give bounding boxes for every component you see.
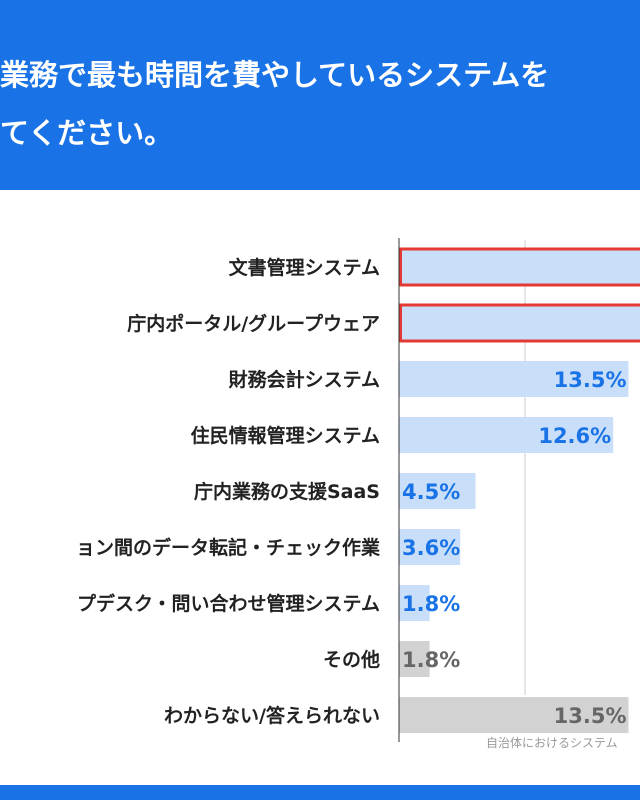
category-label-3: 住民情報管理システム [191, 424, 380, 447]
bar-3 [399, 417, 614, 453]
category-label-8: わからない/答えられない [164, 704, 380, 727]
bar-8 [399, 697, 629, 733]
source-note: 自治体におけるシステム [486, 736, 618, 750]
category-label-2: 財務会計システム [229, 368, 380, 391]
bar-0 [399, 247, 640, 287]
bar-6 [399, 585, 430, 621]
value-label-4: 4.5% [402, 480, 460, 504]
category-label-7: その他 [323, 648, 380, 671]
footer-bar [0, 785, 640, 800]
value-label-7: 1.8% [402, 648, 460, 672]
value-label-3: 12.6% [538, 424, 611, 448]
category-label-4: 庁内業務の支援SaaS [194, 480, 380, 503]
header-banner: 業務で最も時間を費やしているシステムを てください。 [0, 0, 640, 190]
category-label-1: 庁内ポータル/グループウェア [127, 312, 380, 335]
bar-2 [399, 361, 629, 397]
value-label-6: 1.8% [402, 592, 460, 616]
category-label-0: 文書管理システム [229, 256, 380, 279]
chart-title-line-2: てください。 [0, 116, 174, 150]
bar-1 [399, 303, 640, 343]
bar-4 [399, 473, 476, 509]
value-label-2: 13.5% [554, 368, 627, 392]
bar-5 [399, 529, 461, 565]
category-label-6: プデスク・問い合わせ管理システム [77, 592, 380, 615]
value-label-8: 13.5% [554, 704, 627, 728]
category-label-5: ョン間のデータ転記・チェック作業 [76, 536, 381, 559]
chart-title-line-1: 業務で最も時間を費やしているシステムを [0, 58, 550, 92]
value-label-5: 3.6% [402, 536, 460, 560]
bar-7 [399, 641, 430, 677]
